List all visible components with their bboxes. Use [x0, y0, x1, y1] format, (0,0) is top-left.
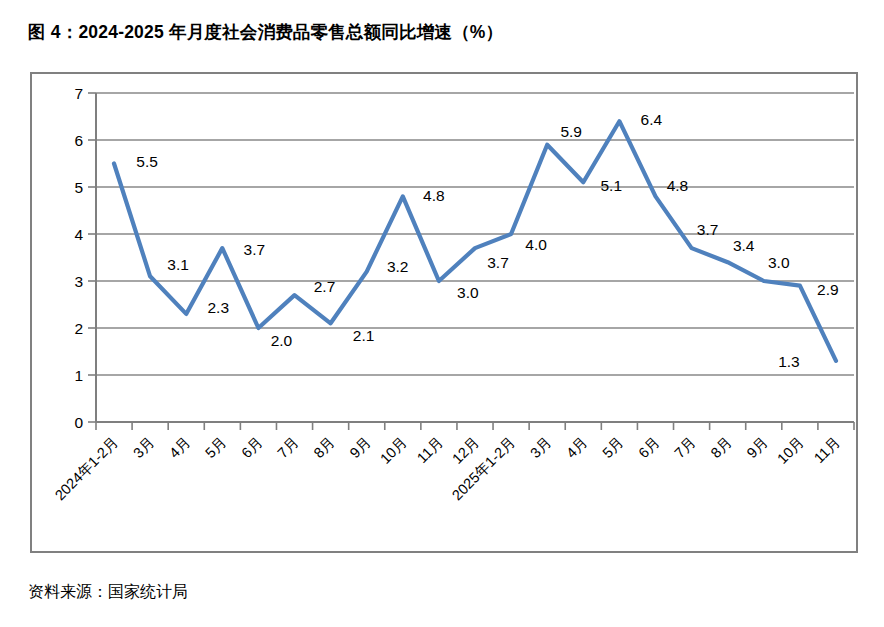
y-tick-label: 1: [74, 367, 83, 384]
data-label: 3.0: [457, 284, 479, 301]
x-tick-label: 3月: [130, 434, 157, 461]
x-tick-label: 9月: [744, 434, 771, 461]
data-label: 2.9: [817, 281, 839, 298]
x-tick-label: 7月: [274, 434, 301, 461]
data-label: 4.8: [667, 177, 689, 194]
x-tick-label: 9月: [347, 434, 374, 461]
x-tick-label: 11月: [414, 434, 446, 466]
x-tick-label: 11月: [811, 434, 843, 466]
y-tick-label: 5: [74, 179, 83, 196]
data-label: 2.7: [314, 278, 336, 295]
y-tick-label: 2: [74, 320, 83, 337]
data-label: 4.0: [525, 236, 547, 253]
data-label: 2.0: [271, 332, 293, 349]
data-label: 3.7: [244, 241, 266, 258]
x-tick-label: 6月: [635, 434, 662, 461]
figure-page: 图 4：2024-2025 年月度社会消费品零售总额同比增速（%） 0 1 2 3 4 5…: [0, 0, 884, 627]
x-tick-label: 4月: [563, 434, 590, 461]
x-tick-label: 12月: [449, 434, 482, 467]
series-line: [114, 121, 836, 361]
data-label: 3.7: [487, 254, 509, 271]
data-label: 3.4: [733, 237, 755, 254]
x-tick-label: 10月: [377, 434, 410, 467]
data-label: 3.7: [697, 221, 719, 238]
x-tick-label: 4月: [166, 434, 193, 461]
x-tick-label: 5月: [599, 434, 626, 461]
data-label: 3.0: [768, 254, 790, 271]
x-tick-label: 5月: [202, 434, 229, 461]
data-label: 6.4: [641, 111, 663, 128]
page-title: 图 4：2024-2025 年月度社会消费品零售总额同比增速（%）: [28, 20, 503, 44]
x-tick-label: 3月: [527, 434, 554, 461]
y-tick-label: 4: [74, 226, 83, 243]
y-tick-label: 3: [74, 273, 83, 290]
data-label: 5.9: [560, 123, 582, 140]
y-tick-label: 0: [74, 414, 83, 431]
x-tick-label: 7月: [671, 434, 698, 461]
data-label: 3.1: [167, 256, 189, 273]
data-label: 2.1: [353, 327, 375, 344]
y-tick-label: 7: [74, 85, 83, 102]
x-tick-label: 6月: [238, 434, 265, 461]
x-tick-label: 8月: [310, 434, 337, 461]
x-tick-label: 8月: [708, 434, 735, 461]
chart-frame: 012345672024年1-2月3月4月5月6月7月8月9月10月11月12月…: [30, 72, 858, 553]
data-label: 5.1: [601, 177, 623, 194]
x-tick-label: 10月: [774, 434, 807, 467]
chart-canvas: 012345672024年1-2月3月4月5月6月7月8月9月10月11月12月…: [32, 74, 856, 551]
data-label: 1.3: [778, 353, 800, 370]
data-label: 3.2: [387, 258, 409, 275]
data-label: 2.3: [207, 299, 229, 316]
y-tick-label: 6: [74, 132, 83, 149]
data-label: 4.8: [423, 187, 445, 204]
x-tick-label: 2024年1-2月: [52, 434, 121, 503]
data-label: 5.5: [136, 153, 158, 170]
source-note: 资料来源：国家统计局: [28, 582, 188, 603]
